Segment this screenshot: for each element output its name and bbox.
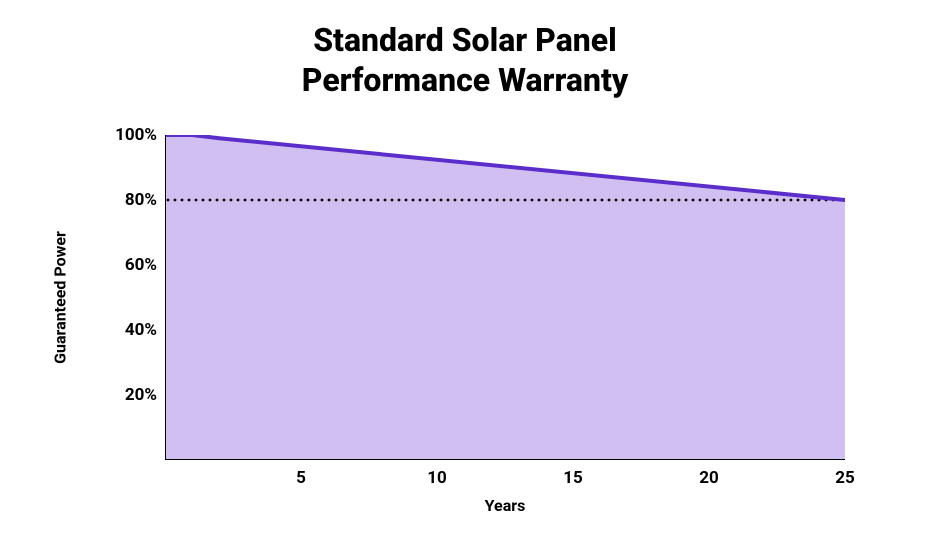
area-fill [165,135,845,460]
y-tick-label: 100% [115,125,157,145]
y-tick-label: 20% [125,385,157,405]
plot-svg [165,135,845,460]
x-tick-label: 15 [563,468,583,488]
x-axis-label: Years [455,496,555,515]
y-tick-label: 60% [125,255,157,275]
x-tick-label: 10 [427,468,447,488]
y-tick-label: 80% [125,190,157,210]
x-tick-label: 25 [835,468,855,488]
chart-container: Standard Solar Panel Performance Warrant… [0,0,930,550]
plot-area [165,135,845,460]
y-axis-label: Guaranteed Power [51,207,70,387]
x-tick-label: 5 [296,468,306,488]
chart-title: Standard Solar Panel Performance Warrant… [302,20,628,100]
x-tick-label: 20 [699,468,719,488]
y-tick-label: 40% [125,320,157,340]
